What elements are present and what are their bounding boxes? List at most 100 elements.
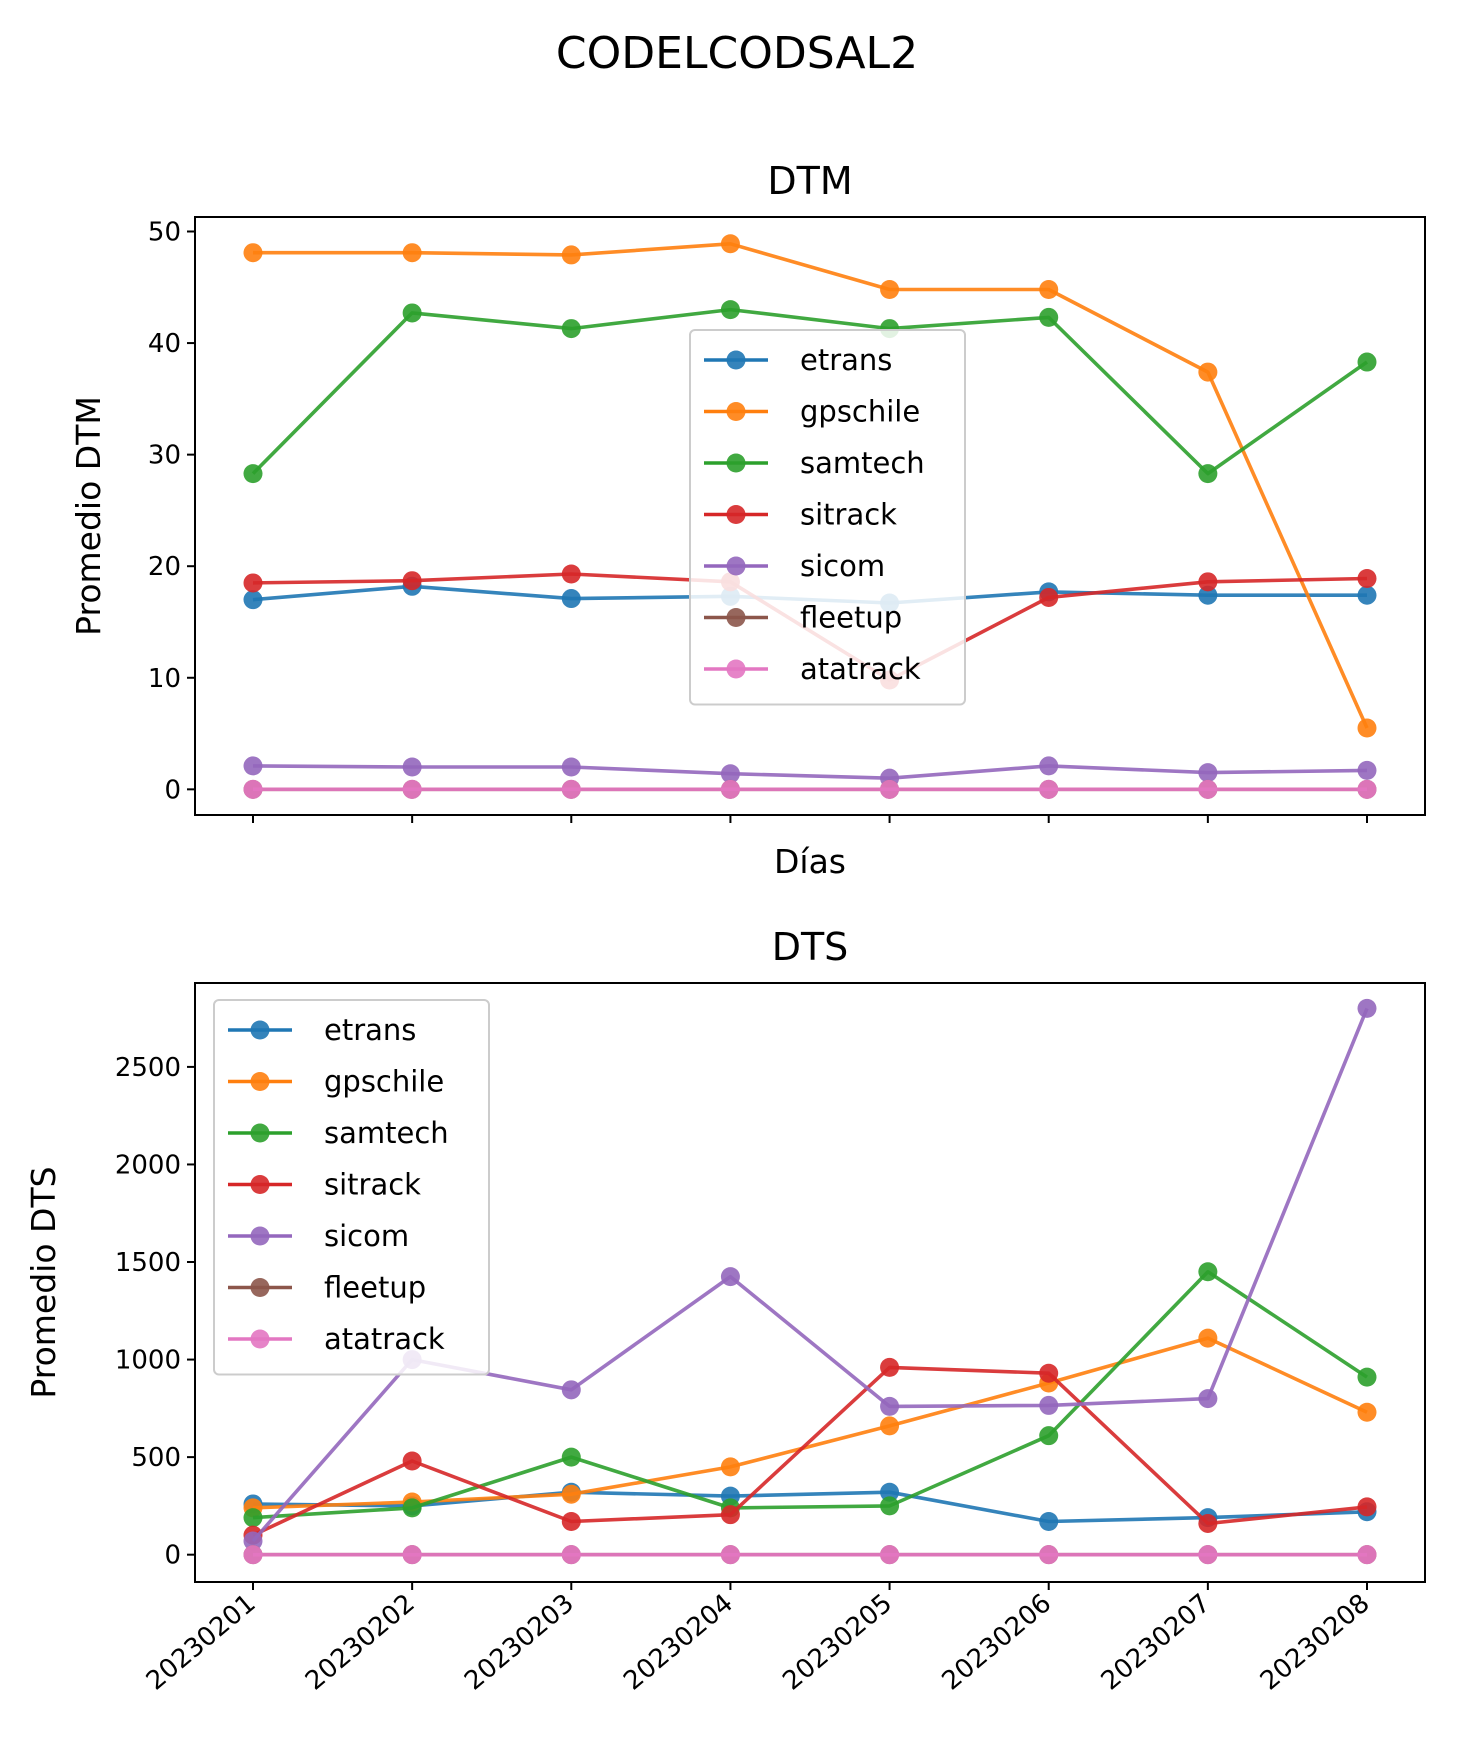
x-axis-label: Días (774, 842, 846, 881)
data-point-samtech (243, 464, 263, 484)
data-point-etrans (1198, 585, 1218, 605)
data-point-samtech (1357, 1367, 1377, 1387)
y-tick-label: 1000 (115, 1346, 181, 1376)
data-point-etrans (561, 589, 581, 609)
data-point-sicom (243, 756, 263, 776)
data-point-atatrack (1357, 779, 1377, 799)
legend-marker-gpschile (726, 402, 746, 421)
legend-marker-atatrack (250, 1329, 270, 1349)
y-tick-label: 2500 (115, 1053, 181, 1083)
data-point-atatrack (1039, 779, 1059, 799)
legend-marker-fleetup (726, 608, 746, 627)
chart-title: DTM (767, 159, 852, 203)
legend: etrans gpschile samtech sitrack sicom fleetup… (689, 329, 966, 706)
data-point-gpschile (720, 1457, 740, 1477)
series-line-sitrack (252, 1365, 1368, 1537)
series-line-sicom (252, 764, 1368, 781)
data-point-gpschile (1198, 1328, 1218, 1348)
data-point-sicom (1357, 998, 1377, 1018)
data-point-gpschile (243, 243, 263, 263)
data-point-sitrack (1357, 568, 1377, 588)
data-point-atatrack (1039, 1545, 1059, 1565)
series-line-gpschile (253, 242, 1369, 729)
legend-marker-sicom (726, 556, 746, 576)
data-point-sicom (1357, 760, 1377, 780)
data-point-sitrack (561, 1512, 581, 1532)
data-point-etrans (1357, 585, 1377, 605)
data-point-atatrack (1198, 779, 1218, 799)
series-line-samtech (251, 307, 1369, 476)
dtm-chart: DTM Promedio DTM Días 0 10 20 30 40 50 etrans gpsc… (69, 159, 1426, 881)
data-point-sicom (1039, 756, 1059, 776)
data-point-atatrack (720, 1545, 740, 1565)
y-axis-label: Promedio DTM (69, 396, 108, 636)
data-point-samtech (561, 1447, 581, 1467)
data-point-sitrack (720, 1505, 740, 1525)
data-point-atatrack (402, 779, 422, 799)
y-tick-label: 50 (148, 218, 181, 248)
legend-label-atatrack: atatrack (800, 652, 921, 686)
data-point-atatrack (880, 1545, 900, 1565)
data-point-gpschile (402, 243, 422, 263)
data-point-sicom (561, 757, 581, 777)
data-point-sitrack (1039, 587, 1059, 607)
y-axis-label: Promedio DTS (24, 1166, 63, 1398)
data-point-atatrack (720, 779, 740, 799)
data-point-gpschile (720, 234, 740, 254)
data-point-etrans (1039, 1512, 1059, 1532)
legend-label-fleetup: fleetup (800, 601, 902, 635)
data-point-samtech (1039, 307, 1059, 327)
data-point-sitrack (402, 1451, 422, 1471)
data-point-sicom (243, 1531, 263, 1551)
data-point-atatrack (402, 1545, 422, 1565)
legend-label-atatrack: atatrack (324, 1322, 445, 1356)
data-point-sitrack (1198, 572, 1218, 592)
data-point-gpschile (561, 1484, 581, 1504)
y-tick-label: 20 (148, 552, 181, 582)
legend-label-sicom: sicom (800, 549, 885, 583)
legend-label-gpschile: gpschile (324, 1065, 444, 1099)
legend-label-samtech: samtech (800, 446, 925, 480)
data-point-samtech (561, 319, 581, 339)
data-point-atatrack (243, 779, 263, 799)
y-tick-label: 30 (148, 441, 181, 471)
series-line-samtech (252, 1270, 1368, 1520)
plot-frame (194, 216, 1426, 816)
chart-title: DTS (772, 925, 849, 969)
data-point-etrans (243, 590, 263, 610)
legend-marker-etrans (250, 1020, 270, 1040)
data-point-atatrack (1198, 1545, 1218, 1565)
data-point-gpschile (1039, 280, 1059, 300)
data-point-atatrack (1357, 1545, 1377, 1565)
legend-label-fleetup: fleetup (324, 1271, 426, 1305)
legend-label-sitrack: sitrack (324, 1168, 421, 1202)
data-point-samtech (1198, 1262, 1218, 1282)
data-point-gpschile (880, 280, 900, 300)
data-point-sicom (720, 764, 740, 784)
legend-label-sitrack: sitrack (800, 498, 897, 532)
data-point-samtech (243, 1508, 263, 1528)
legend-marker-fleetup (250, 1278, 270, 1297)
y-tick-label: 40 (148, 329, 181, 359)
data-point-sitrack (561, 564, 581, 584)
data-point-gpschile (1357, 718, 1377, 738)
y-tick-label: 0 (164, 1541, 181, 1571)
legend-marker-sitrack (726, 505, 746, 524)
data-point-gpschile (1198, 362, 1218, 382)
legend-label-gpschile: gpschile (800, 395, 920, 429)
legend-label-samtech: samtech (324, 1116, 449, 1150)
data-point-gpschile (561, 245, 581, 265)
data-point-sitrack (1198, 1513, 1218, 1533)
data-point-samtech (720, 300, 740, 320)
data-point-samtech (1198, 464, 1218, 484)
figure-title: CODELCODSAL2 (556, 28, 918, 79)
y-tick-label: 500 (131, 1443, 181, 1473)
data-point-samtech (402, 1498, 422, 1518)
data-point-sicom (1039, 1395, 1059, 1415)
data-point-atatrack (561, 779, 581, 799)
legend-marker-sitrack (250, 1175, 270, 1194)
data-point-sicom (402, 757, 422, 777)
data-point-sicom (1198, 763, 1218, 783)
legend-marker-samtech (726, 453, 746, 473)
